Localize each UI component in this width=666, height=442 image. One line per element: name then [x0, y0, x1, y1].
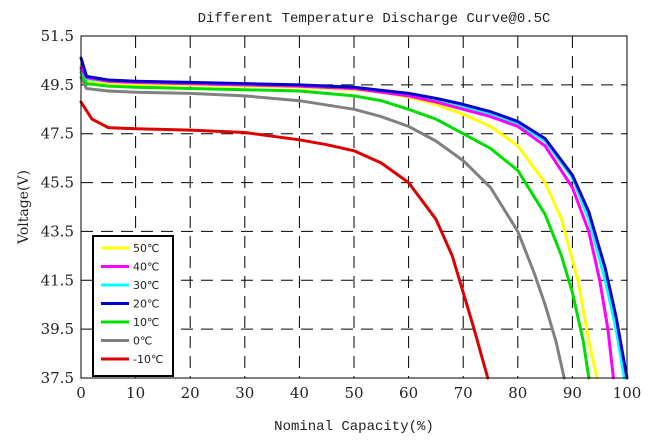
y-tick-label: 37.5	[41, 369, 74, 387]
x-tick-label: 10	[126, 384, 145, 402]
x-tick-label: 30	[235, 384, 254, 402]
legend-label: 50℃	[133, 242, 159, 255]
series-line	[79, 76, 566, 380]
legend-label: 10℃	[133, 316, 159, 329]
legend-label: 0℃	[133, 335, 152, 348]
y-tick-label: 43.5	[41, 222, 74, 240]
legend-box	[92, 235, 174, 377]
x-tick-label: 100	[613, 384, 642, 402]
legend: 50℃ 40℃ 30℃ 20℃ 10℃ 0℃ -10℃	[92, 235, 174, 377]
legend-label: 20℃	[133, 298, 159, 311]
legend-label: 40℃	[133, 261, 159, 274]
x-tick-label: 40	[290, 384, 309, 402]
x-tick-label: 20	[181, 384, 200, 402]
x-tick-label: 0	[76, 384, 86, 402]
x-tick-label: 80	[508, 384, 527, 402]
x-axis-label: Nominal Capacity(%)	[274, 419, 434, 435]
legend-label: 30℃	[133, 279, 159, 292]
chart-title: Different Temperature Discharge Curve@0.…	[198, 11, 551, 27]
y-tick-label: 47.5	[41, 125, 74, 143]
x-tick-label: 60	[399, 384, 418, 402]
y-tick-label: 45.5	[41, 174, 74, 192]
legend-label: -10℃	[133, 353, 163, 366]
series-line	[79, 100, 490, 380]
y-tick-label: 49.5	[41, 76, 74, 94]
tick-labels: 0 10 20 30 40 50 60 70 80 90 100 37.5 39.5 41.5 43.5 45…	[41, 27, 642, 402]
x-tick-label: 50	[344, 384, 363, 402]
series-line	[79, 71, 591, 380]
x-tick-label: 90	[563, 384, 582, 402]
y-tick-label: 41.5	[41, 271, 74, 289]
x-tick-label: 70	[454, 384, 473, 402]
y-axis-label: Voltage(V)	[16, 170, 32, 245]
y-tick-label: 51.5	[41, 27, 74, 45]
series-layer	[79, 56, 629, 380]
series-line	[79, 56, 629, 380]
y-tick-label: 39.5	[41, 320, 74, 338]
plot-frame	[80, 35, 628, 379]
